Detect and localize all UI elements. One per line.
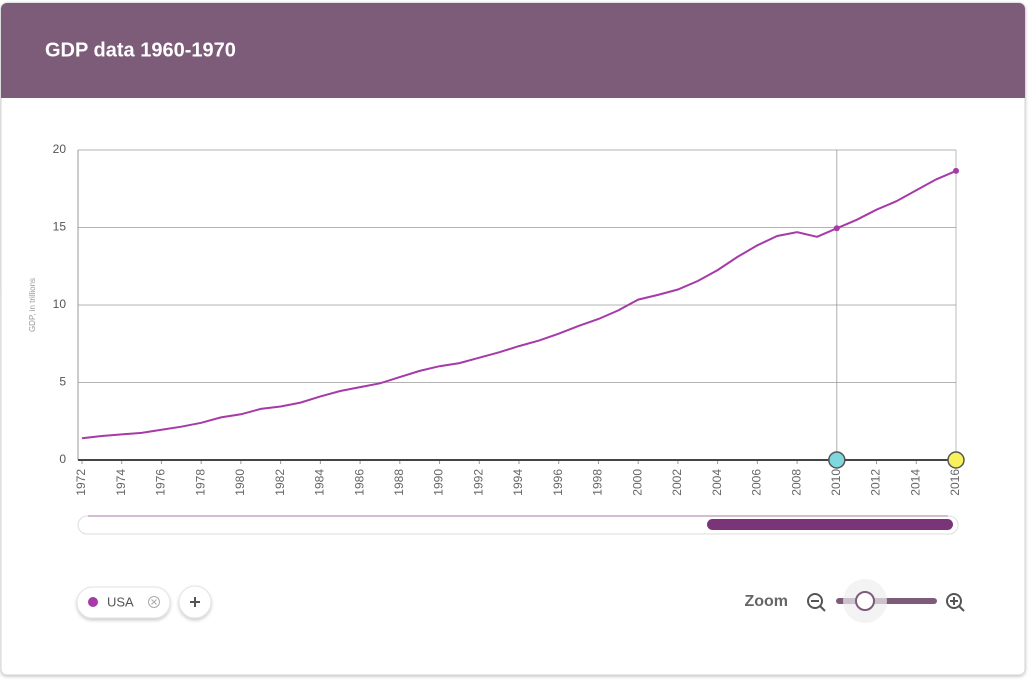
point-marker (953, 167, 959, 174)
range-handle[interactable] (947, 451, 965, 469)
x-tick-label: 1978 (193, 469, 207, 496)
x-tick-label: 1994 (511, 469, 525, 496)
y-tick-label: 0 (59, 452, 66, 466)
add-button[interactable] (178, 585, 212, 619)
x-tick-label: 2016 (948, 469, 962, 496)
chip-remove[interactable] (148, 596, 160, 608)
scrollbar-thumb[interactable] (707, 519, 953, 530)
legend-chip[interactable]: USA (76, 586, 171, 619)
x-tick-label: 2002 (670, 469, 684, 496)
plot: 0 5 10 15 20 GDP, in trillions 1972 1974 1976 197… (28, 142, 965, 496)
x-tick-label: 2004 (710, 469, 724, 496)
header (1, 3, 1025, 98)
x-tick-label: 2012 (869, 469, 883, 496)
x-tick-label: 1990 (432, 469, 446, 496)
x-tick-label: 2000 (630, 469, 644, 496)
y-axis-label: GDP, in trillions (28, 278, 37, 332)
point-marker (833, 225, 840, 232)
y-tick-label: 15 (53, 220, 67, 234)
x-tick-label: 1996 (551, 469, 565, 496)
x-tick-label: 1974 (114, 469, 128, 496)
x-tick-label: 2010 (829, 469, 843, 496)
y-tick-label: 5 (59, 375, 66, 389)
x-tick-label: 1998 (591, 469, 605, 496)
x-tick-label: 1980 (233, 469, 247, 496)
zoom-knob[interactable] (855, 591, 875, 611)
legend-swatch (88, 597, 98, 607)
zoom-label: Zoom (744, 593, 788, 610)
x-tick-label: 2008 (789, 469, 803, 496)
chip-bg (76, 586, 171, 619)
x-tick-label: 1984 (313, 469, 327, 496)
range-handle[interactable] (828, 451, 846, 469)
x-tick-label: 1972 (74, 469, 88, 496)
x-tick-label: 2006 (750, 469, 764, 496)
zoom-in[interactable] (946, 593, 965, 612)
y-tick-label: 20 (53, 142, 67, 156)
zoom-out[interactable] (807, 593, 826, 612)
x-tick-label: 1988 (392, 469, 406, 496)
x-tick-label: 1982 (273, 469, 287, 496)
x-tick-label: 1976 (154, 469, 168, 496)
y-tick-label: 10 (53, 297, 67, 311)
header-title: GDP data 1960-1970 (45, 39, 236, 61)
series-line (81, 169, 957, 440)
x-tick-label: 1986 (352, 469, 366, 496)
legend-label: USA (107, 594, 134, 609)
x-tick-label: 1992 (471, 469, 485, 496)
x-tick-label: 2014 (908, 469, 922, 496)
